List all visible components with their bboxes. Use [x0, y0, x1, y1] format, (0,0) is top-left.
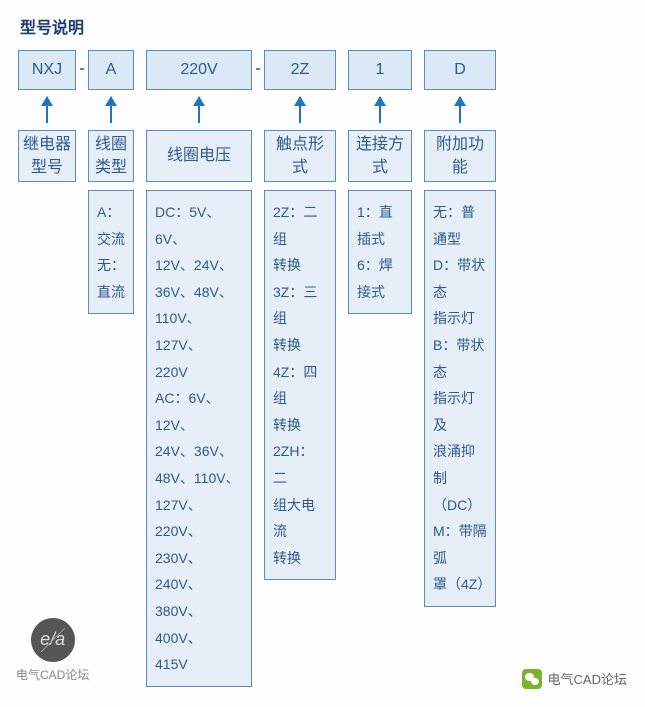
- col-relay-model: NXJ 继电器 型号: [18, 50, 76, 182]
- field-value: A: [88, 50, 134, 90]
- field-options: DC：5V、6V、 12V、24V、 36V、48V、 110V、127V、 2…: [146, 190, 252, 687]
- arrow-up-icon: [379, 97, 381, 123]
- field-options: 1：直插式 6：焊接式: [348, 190, 412, 314]
- col-coil-voltage: 220V 线圈电压 DC：5V、6V、 12V、24V、 36V、48V、 11…: [146, 50, 252, 687]
- field-value: NXJ: [18, 50, 76, 90]
- field-value: 1: [348, 50, 412, 90]
- field-label: 线圈电压: [146, 130, 252, 182]
- field-label: 连接方式: [348, 130, 412, 182]
- arrow-up-icon: [299, 97, 301, 123]
- col-extra-function: D 附加功能 无：普通型 D：带状态 指示灯 B：带状态 指示灯及 浪涌抑制 （…: [424, 50, 496, 607]
- arrow-up-icon: [198, 97, 200, 123]
- field-options: 2Z：二组 转换 3Z：三组 转换 4Z：四组 转换 2ZH：二 组大电流 转换: [264, 190, 336, 580]
- gap: [412, 50, 424, 60]
- arrow-up-icon: [110, 97, 112, 123]
- watermark-left: e/a 电气CAD论坛: [16, 618, 89, 683]
- field-label: 附加功能: [424, 130, 496, 182]
- col-connection: 1 连接方式 1：直插式 6：焊接式: [348, 50, 412, 314]
- arrow-up-icon: [459, 97, 461, 123]
- field-value: D: [424, 50, 496, 90]
- arrow-up-icon: [46, 97, 48, 123]
- field-value: 220V: [146, 50, 252, 90]
- field-label: 继电器 型号: [18, 130, 76, 182]
- watermark-right-text: 电气CAD论坛: [548, 669, 627, 688]
- separator: -: [76, 50, 88, 78]
- field-options: A：交流 无：直流: [88, 190, 134, 314]
- col-contact-form: 2Z 触点形式 2Z：二组 转换 3Z：三组 转换 4Z：四组 转换 2ZH：二…: [264, 50, 336, 580]
- watermark-right: 电气CAD论坛: [522, 669, 627, 689]
- col-coil-type: A 线圈 类型 A：交流 无：直流: [88, 50, 134, 314]
- field-options: 无：普通型 D：带状态 指示灯 B：带状态 指示灯及 浪涌抑制 （DC） M：带…: [424, 190, 496, 607]
- page-title: 型号说明: [20, 14, 627, 38]
- field-value: 2Z: [264, 50, 336, 90]
- separator: -: [252, 50, 264, 78]
- field-label: 线圈 类型: [88, 130, 134, 182]
- logo-icon: e/a: [31, 618, 75, 662]
- watermark-left-text: 电气CAD论坛: [16, 666, 89, 683]
- gap: [336, 50, 348, 60]
- wechat-icon: [522, 669, 542, 689]
- field-label: 触点形式: [264, 130, 336, 182]
- model-diagram: NXJ 继电器 型号 - A 线圈 类型 A：交流 无：直流 220V 线圈电压…: [18, 50, 627, 687]
- gap: [134, 50, 146, 60]
